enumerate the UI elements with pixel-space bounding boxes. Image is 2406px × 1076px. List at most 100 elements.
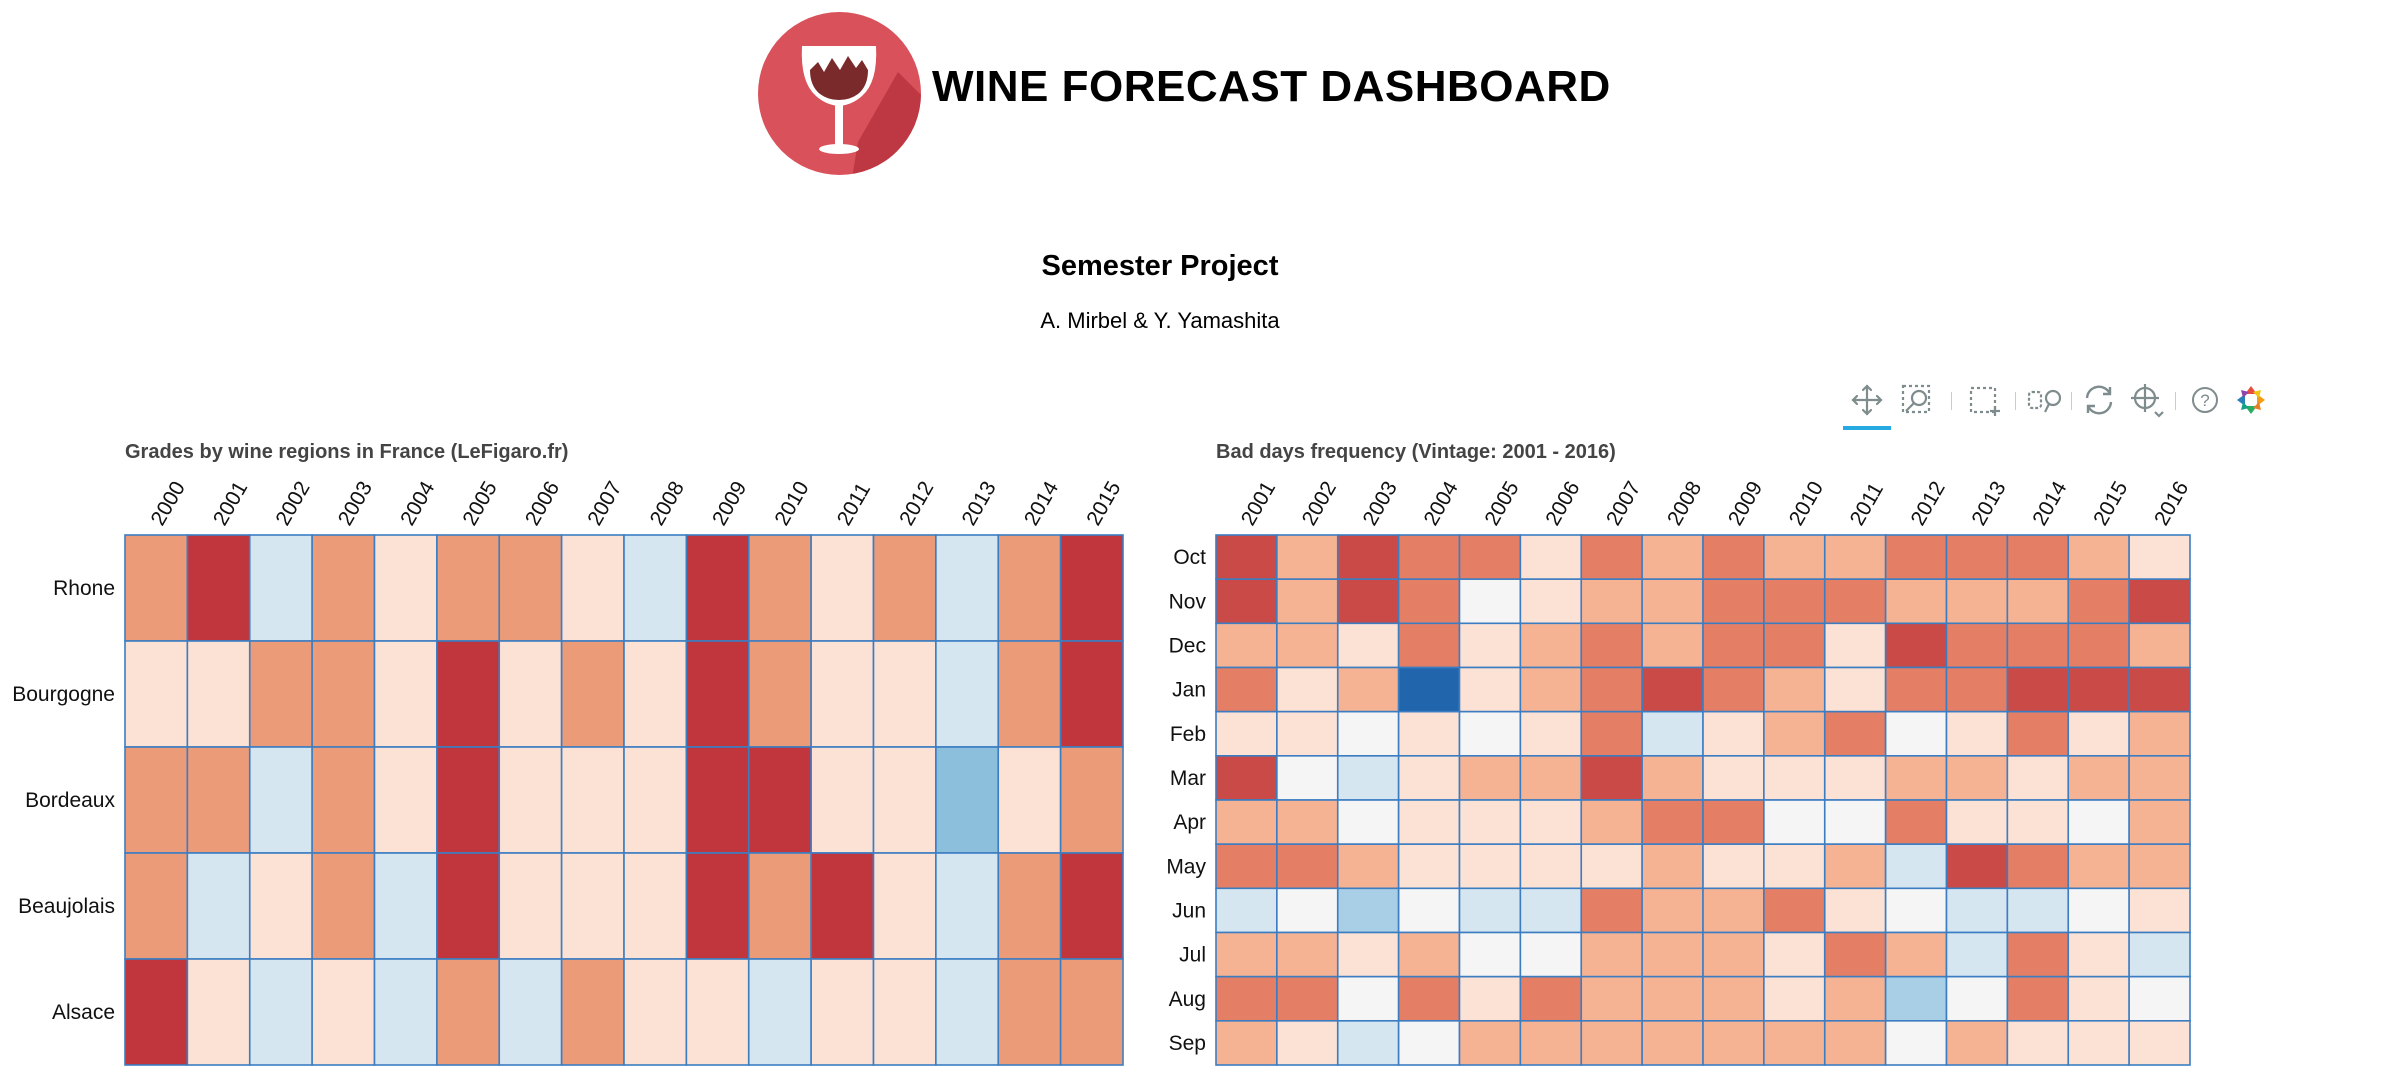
heatmap-cell[interactable] xyxy=(1641,799,1704,845)
heatmap-cell[interactable] xyxy=(1945,931,2009,978)
heatmap-cell[interactable] xyxy=(2067,1020,2130,1066)
heatmap-cell[interactable] xyxy=(186,958,251,1066)
heatmap-cell[interactable] xyxy=(2067,666,2130,713)
heatmap-cell[interactable] xyxy=(623,534,688,642)
heatmap-cell[interactable] xyxy=(1276,578,1339,625)
heatmap-cell[interactable] xyxy=(1276,799,1339,845)
heatmap-cell[interactable] xyxy=(1215,799,1278,845)
heatmap-cell[interactable] xyxy=(1336,1020,1400,1066)
bokeh-logo[interactable] xyxy=(2229,378,2273,422)
heatmap-cell[interactable] xyxy=(2006,1020,2070,1066)
heatmap-cell[interactable] xyxy=(2128,578,2191,625)
heatmap-cell[interactable] xyxy=(1276,666,1339,713)
crosshair-tool[interactable] xyxy=(2125,378,2169,422)
heatmap-cell[interactable] xyxy=(311,852,376,960)
heatmap-cell[interactable] xyxy=(1884,975,1948,1022)
heatmap-cell[interactable] xyxy=(1702,755,1765,801)
heatmap-cell[interactable] xyxy=(2067,975,2130,1022)
heatmap-cell[interactable] xyxy=(124,534,189,642)
heatmap-cell[interactable] xyxy=(1215,578,1278,625)
heatmap-cell[interactable] xyxy=(1702,534,1765,580)
heatmap-cell[interactable] xyxy=(747,746,812,854)
heatmap-cell[interactable] xyxy=(1336,755,1400,801)
heatmap-cell[interactable] xyxy=(997,958,1062,1066)
heatmap-cell[interactable] xyxy=(872,958,937,1066)
heatmap-cell[interactable] xyxy=(2128,887,2191,934)
heatmap-cell[interactable] xyxy=(2128,622,2191,669)
heatmap-cell[interactable] xyxy=(1215,887,1278,934)
heatmap-cell[interactable] xyxy=(1580,710,1643,757)
heatmap-cell[interactable] xyxy=(1641,755,1704,801)
heatmap-cell[interactable] xyxy=(1823,578,1887,625)
heatmap-cell[interactable] xyxy=(623,746,688,854)
heatmap-cell[interactable] xyxy=(1276,622,1339,669)
heatmap-cell[interactable] xyxy=(1945,799,2009,845)
heatmap-cell[interactable] xyxy=(1059,958,1124,1066)
heatmap-cell[interactable] xyxy=(373,534,438,642)
heatmap-cell[interactable] xyxy=(623,958,688,1066)
heatmap-cell[interactable] xyxy=(1397,622,1461,669)
heatmap-cell[interactable] xyxy=(2006,931,2070,978)
heatmap-cell[interactable] xyxy=(997,534,1062,642)
heatmap-cell[interactable] xyxy=(124,746,189,854)
heatmap-cell[interactable] xyxy=(1641,578,1704,625)
heatmap-cell[interactable] xyxy=(2006,799,2070,845)
heatmap-cell[interactable] xyxy=(1884,534,1948,580)
heatmap-cell[interactable] xyxy=(1276,843,1339,890)
heatmap-cell[interactable] xyxy=(1276,1020,1339,1066)
heatmap-cell[interactable] xyxy=(1884,710,1948,757)
wheel-zoom-tool[interactable] xyxy=(1895,378,1939,422)
heatmap-cell[interactable] xyxy=(1397,710,1461,757)
heatmap-cell[interactable] xyxy=(2006,534,2070,580)
heatmap-cell[interactable] xyxy=(1945,755,2009,801)
heatmap-cell[interactable] xyxy=(685,746,750,854)
heatmap-cell[interactable] xyxy=(1823,887,1887,934)
heatmap-cell[interactable] xyxy=(436,852,501,960)
heatmap-cell[interactable] xyxy=(1945,622,2009,669)
heatmap-cell[interactable] xyxy=(560,746,625,854)
heatmap-cell[interactable] xyxy=(1702,887,1765,934)
heatmap-cell[interactable] xyxy=(1059,640,1124,748)
heatmap-cell[interactable] xyxy=(1458,755,1522,801)
heatmap-cell[interactable] xyxy=(1336,534,1400,580)
heatmap-cell[interactable] xyxy=(1519,975,1583,1022)
heatmap-cell[interactable] xyxy=(935,746,1000,854)
heatmap-cell[interactable] xyxy=(1945,710,2009,757)
heatmap-cell[interactable] xyxy=(1519,931,1583,978)
heatmap-cell[interactable] xyxy=(2128,710,2191,757)
heatmap-cell[interactable] xyxy=(1519,799,1583,845)
heatmap-cell[interactable] xyxy=(1397,534,1461,580)
heatmap-cell[interactable] xyxy=(373,640,438,748)
link-tool[interactable] xyxy=(2023,378,2067,422)
heatmap-cell[interactable] xyxy=(1945,975,2009,1022)
heatmap-cell[interactable] xyxy=(1336,666,1400,713)
heatmap-cell[interactable] xyxy=(935,958,1000,1066)
heatmap-cell[interactable] xyxy=(2067,578,2130,625)
heatmap-cell[interactable] xyxy=(747,534,812,642)
heatmap-cell[interactable] xyxy=(186,746,251,854)
heatmap-cell[interactable] xyxy=(1519,887,1583,934)
heatmap-cell[interactable] xyxy=(1702,578,1765,625)
heatmap-cell[interactable] xyxy=(1641,622,1704,669)
heatmap-cell[interactable] xyxy=(1884,799,1948,845)
bad-days-heatmap-svg[interactable]: Bad days frequency (Vintage: 2001 - 2016… xyxy=(1150,430,2250,1070)
heatmap-cell[interactable] xyxy=(1884,578,1948,625)
heatmap-cell[interactable] xyxy=(248,958,313,1066)
heatmap-cell[interactable] xyxy=(1945,1020,2009,1066)
heatmap-cell[interactable] xyxy=(1336,622,1400,669)
heatmap-cell[interactable] xyxy=(560,852,625,960)
heatmap-cell[interactable] xyxy=(1763,1020,1826,1066)
heatmap-cell[interactable] xyxy=(1458,622,1522,669)
heatmap-cell[interactable] xyxy=(1458,843,1522,890)
heatmap-cell[interactable] xyxy=(1823,622,1887,669)
heatmap-cell[interactable] xyxy=(1519,534,1583,580)
heatmap-cell[interactable] xyxy=(872,640,937,748)
heatmap-cell[interactable] xyxy=(747,958,812,1066)
heatmap-cell[interactable] xyxy=(373,746,438,854)
heatmap-cell[interactable] xyxy=(1519,755,1583,801)
heatmap-cell[interactable] xyxy=(1945,887,2009,934)
heatmap-cell[interactable] xyxy=(1641,1020,1704,1066)
heatmap-cell[interactable] xyxy=(311,958,376,1066)
heatmap-cell[interactable] xyxy=(2067,622,2130,669)
heatmap-cell[interactable] xyxy=(1336,710,1400,757)
